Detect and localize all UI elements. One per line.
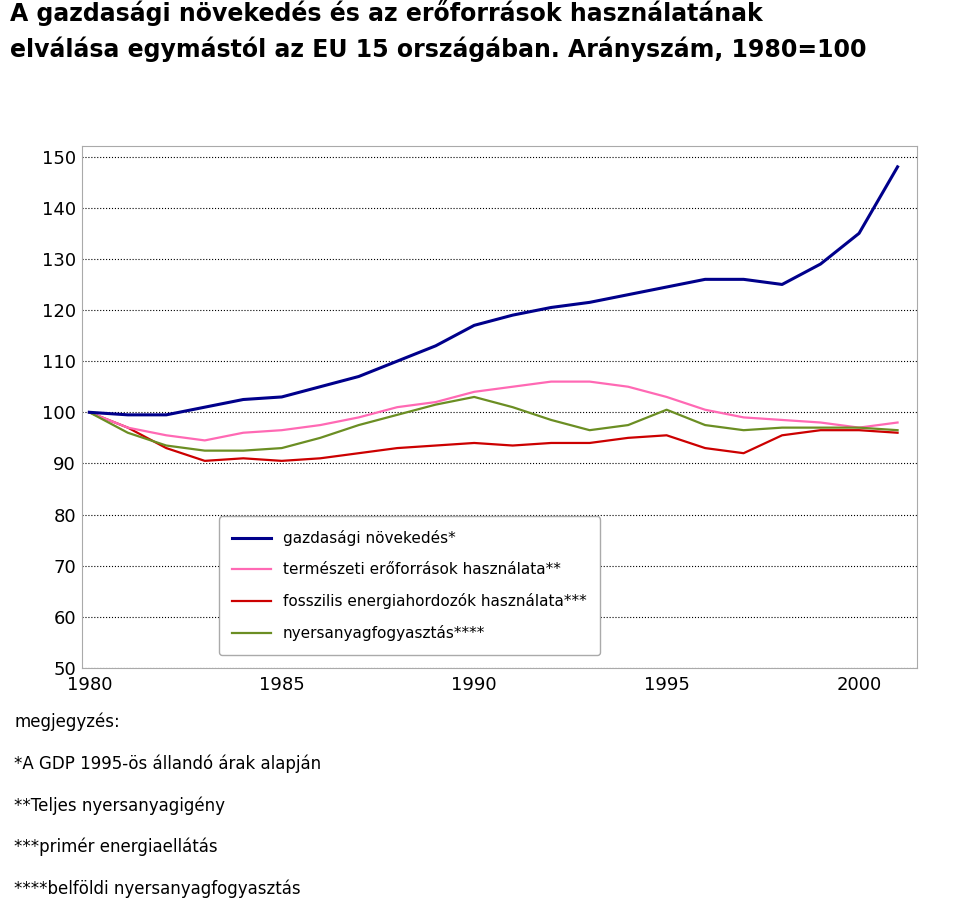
Legend: gazdasági növekedés*, természeti erőforrások használata**, fosszilis energiahord: gazdasági növekedés*, természeti erőforr… [219, 516, 600, 655]
Text: ****belföldi nyersanyagfogyasztás: ****belföldi nyersanyagfogyasztás [14, 879, 300, 898]
Text: **Teljes nyersanyagigény: **Teljes nyersanyagigény [14, 796, 226, 814]
Text: *A GDP 1995-ös állandó árak alapján: *A GDP 1995-ös állandó árak alapján [14, 754, 322, 773]
Text: A gazdasági növekedés és az erőforrások használatának
elválása egymástól az EU 1: A gazdasági növekedés és az erőforrások … [10, 0, 866, 61]
Text: megjegyzés:: megjegyzés: [14, 713, 120, 731]
Text: ***primér energiaellátás: ***primér energiaellátás [14, 838, 218, 856]
